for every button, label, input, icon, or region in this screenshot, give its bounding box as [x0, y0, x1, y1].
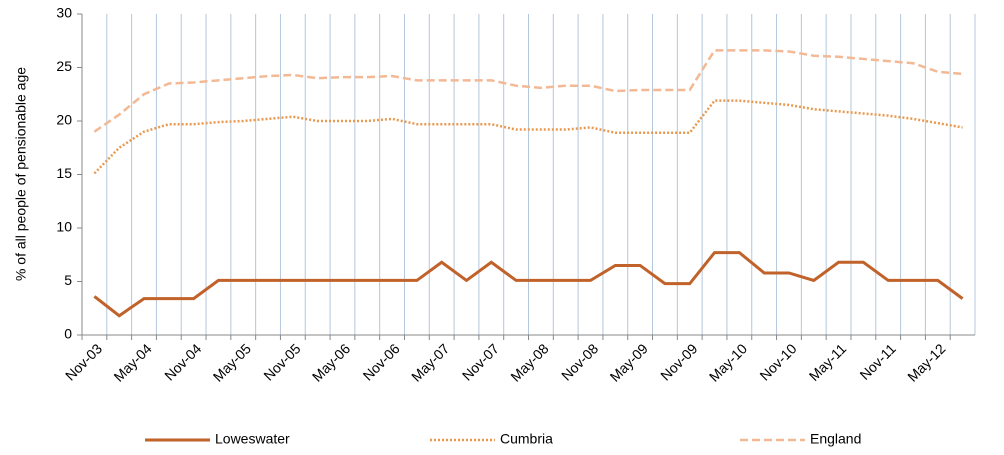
x-tick-label: Nov-04 — [161, 340, 204, 383]
x-tick-label: Nov-07 — [459, 340, 502, 383]
y-tick-label: 30 — [56, 5, 72, 21]
y-tick-label: 5 — [64, 272, 72, 288]
line-series — [93, 251, 964, 318]
x-tick-label: Nov-03 — [62, 340, 105, 383]
y-tick-label: 0 — [64, 326, 72, 342]
legend-label: Cumbria — [500, 431, 553, 447]
legend-label: Loweswater — [215, 431, 290, 447]
y-tick-label: 25 — [56, 58, 72, 74]
x-tick-label: May-07 — [408, 340, 452, 384]
x-tick-label: Nov-09 — [657, 340, 700, 383]
x-tick-label: Nov-05 — [260, 340, 303, 383]
x-tick-label: Nov-10 — [756, 340, 799, 383]
x-tick-label: May-10 — [706, 340, 750, 384]
x-tick-label: May-11 — [806, 340, 850, 384]
x-tick-label: May-04 — [110, 340, 154, 384]
y-tick-label: 15 — [56, 165, 72, 181]
line-series — [93, 99, 963, 175]
x-tick-label: Nov-06 — [360, 340, 403, 383]
x-tick-label: Nov-08 — [558, 340, 601, 383]
y-tick-label: 20 — [56, 112, 72, 128]
y-axis-label: % of all people of pensionable age — [13, 67, 29, 281]
x-tick-label: May-06 — [309, 340, 353, 384]
x-tick-label: Nov-11 — [856, 340, 899, 383]
x-tick-label: May-08 — [507, 340, 551, 384]
legend-label: England — [810, 431, 861, 447]
x-tick-label: May-09 — [607, 340, 651, 384]
x-tick-label: May-05 — [210, 340, 254, 384]
x-tick-label: May-12 — [904, 340, 948, 384]
line-series — [93, 49, 963, 133]
y-tick-label: 10 — [56, 219, 72, 235]
